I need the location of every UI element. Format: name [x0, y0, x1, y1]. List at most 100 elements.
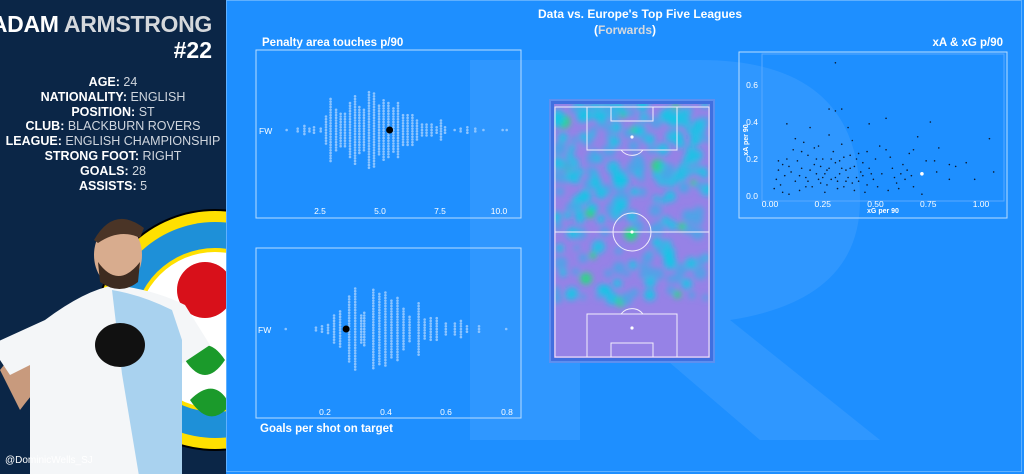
swarm-dot [347, 306, 351, 309]
swarm-dot [329, 157, 332, 160]
swarm-dot [396, 101, 400, 105]
swarm-dot [425, 128, 428, 132]
swarm-dot [408, 318, 411, 321]
swarm-dot [372, 291, 375, 294]
swarm-dot [396, 353, 399, 356]
scatter-point [826, 169, 828, 171]
swarm-dot [417, 315, 420, 319]
scatter-point [921, 193, 923, 195]
heat-blob [614, 247, 623, 255]
swarm-dot [411, 132, 414, 136]
swarm-dot [353, 330, 357, 334]
swarm-dot [396, 107, 400, 110]
scatter-point [779, 184, 782, 186]
heat-blob [565, 170, 578, 183]
swarm-dot [378, 357, 381, 361]
swarm-dot [347, 303, 351, 307]
swarm-dot [384, 329, 387, 332]
scatter-point [840, 108, 843, 110]
y-tick: 0.4 [746, 117, 758, 127]
swarm-dot [382, 153, 385, 156]
swarm-dot [339, 128, 342, 132]
swarm-dot [329, 108, 332, 112]
swarm-dot [466, 126, 469, 129]
swarm-dot [329, 146, 332, 149]
swarm-dot [367, 166, 371, 170]
heat-blob [576, 109, 591, 123]
swarm-dot [324, 131, 328, 134]
heat-blob [653, 195, 660, 203]
swarm-dot [396, 310, 399, 313]
swarm-dot [408, 315, 411, 319]
scatter-point [847, 176, 849, 179]
swarm-dot [384, 318, 387, 321]
swarm-dot [384, 320, 387, 324]
swarm-dot [390, 337, 393, 340]
heat-blob [645, 134, 656, 145]
swarm-dot [343, 117, 347, 121]
swarm-dot [353, 97, 357, 101]
swarm-dot [353, 119, 357, 122]
heat-blob [559, 269, 567, 277]
swarm-dot [392, 142, 395, 145]
scatter-point [819, 182, 822, 184]
scatter-point [777, 160, 780, 162]
swarm-dot [372, 151, 376, 155]
swarm-dot [367, 136, 371, 140]
swarm-dot [372, 347, 375, 351]
swarm-dot [372, 146, 376, 149]
swarm-dot [417, 323, 420, 327]
swarm-dot [396, 139, 400, 143]
heat-blob [688, 291, 696, 299]
swarm-dot [362, 335, 366, 339]
swarm-dot [339, 126, 342, 129]
swarm-dot [347, 314, 351, 317]
heat-blob [590, 176, 602, 189]
pitch-heatmap [549, 99, 715, 363]
heat-blob [660, 197, 667, 205]
swarm-dot [358, 111, 361, 114]
swarm-dot [396, 128, 400, 132]
swarm-dot [406, 130, 409, 133]
heat-blob [672, 104, 680, 110]
swarm-dot [343, 144, 347, 148]
swarm-dot [392, 139, 395, 143]
swarm-dot [378, 314, 381, 317]
player-dot [342, 325, 350, 333]
swarm-dot [392, 131, 395, 134]
swarm-dot [312, 131, 316, 134]
swarm-dot [477, 327, 481, 331]
swarm-dot [372, 119, 376, 122]
swarm-dot [353, 306, 357, 309]
swarm-dot [353, 143, 357, 147]
swarm-dot [406, 143, 409, 147]
swarm-dot [387, 101, 390, 105]
x-tick: 7.5 [434, 206, 446, 216]
swarm-dot [382, 126, 385, 129]
swarm-dot [367, 161, 371, 164]
swarm-dot [402, 347, 405, 351]
swarm-dot [339, 117, 342, 121]
swarm-dot [396, 331, 399, 335]
scatter-point [868, 123, 870, 125]
swarm-dot [334, 111, 338, 114]
swarm-dot [353, 352, 357, 355]
swarm-dot [372, 97, 376, 101]
swarm-dot [390, 350, 393, 354]
swarm-dot [411, 127, 414, 130]
swarm-dot [334, 135, 338, 139]
heat-blob [608, 135, 621, 148]
swarm-dot [372, 358, 375, 362]
swarm-dot [453, 327, 457, 331]
scatter-point [895, 182, 898, 184]
swarm-dot [411, 121, 414, 125]
swarm-dot [387, 120, 390, 124]
swarm-dot [390, 342, 393, 346]
heat-blob [656, 142, 670, 156]
swarm-dot [358, 130, 361, 133]
swarm-dot [423, 320, 426, 324]
swarm-dot [401, 135, 405, 139]
heat-blob [571, 136, 579, 144]
swarm-dot [384, 334, 387, 338]
heat-blob [604, 269, 613, 278]
